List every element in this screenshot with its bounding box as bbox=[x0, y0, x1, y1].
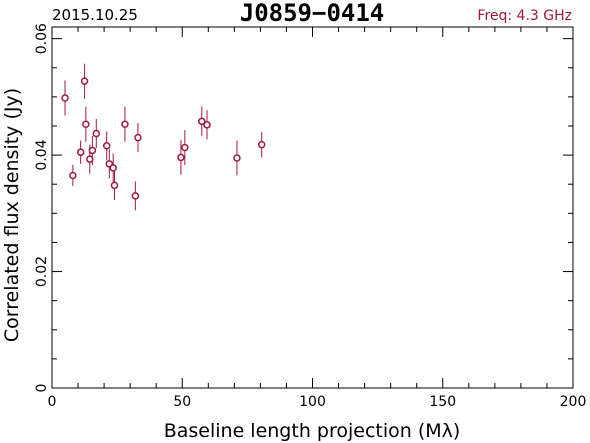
data-points bbox=[61, 63, 266, 211]
x-axis-label: Baseline length projection (Mλ) bbox=[164, 420, 461, 442]
data-point bbox=[92, 118, 101, 149]
point-marker bbox=[69, 171, 77, 180]
point-marker bbox=[131, 192, 140, 200]
x-tick-label: 50 bbox=[173, 394, 191, 410]
data-point bbox=[69, 164, 77, 186]
point-marker bbox=[203, 121, 211, 129]
point-marker bbox=[121, 120, 129, 128]
point-marker bbox=[181, 143, 189, 152]
data-point bbox=[203, 110, 211, 140]
data-point bbox=[198, 106, 206, 136]
data-point bbox=[102, 131, 111, 161]
data-point bbox=[121, 106, 129, 142]
data-point bbox=[181, 130, 189, 165]
point-marker bbox=[92, 129, 101, 138]
date-label: 2015.10.25 bbox=[52, 6, 138, 24]
frequency-label: Freq: 4.3 GHz bbox=[477, 8, 572, 24]
data-point bbox=[134, 123, 142, 153]
point-marker bbox=[233, 154, 241, 162]
point-marker bbox=[88, 146, 97, 155]
point-marker bbox=[61, 94, 69, 102]
data-point bbox=[233, 140, 241, 176]
point-marker bbox=[177, 153, 185, 162]
x-tick-label: 100 bbox=[299, 394, 326, 410]
point-marker bbox=[102, 142, 111, 150]
y-axis-label: Correlated flux density (Jy) bbox=[1, 88, 23, 342]
data-point bbox=[177, 139, 185, 175]
x-tick-label: 200 bbox=[560, 394, 587, 410]
data-point bbox=[82, 106, 90, 142]
chart-title: J0859−0414 bbox=[240, 0, 385, 27]
point-marker bbox=[76, 148, 85, 156]
x-tick-label: 0 bbox=[48, 394, 57, 410]
point-marker bbox=[198, 117, 206, 126]
y-tick-label: 0.02 bbox=[34, 256, 50, 287]
data-point bbox=[110, 170, 119, 200]
plot-frame bbox=[51, 26, 574, 389]
point-marker bbox=[80, 77, 89, 85]
data-point bbox=[109, 153, 117, 183]
data-point bbox=[76, 140, 85, 164]
data-point bbox=[257, 131, 266, 158]
point-marker bbox=[86, 155, 94, 163]
data-point bbox=[105, 149, 114, 179]
data-point bbox=[61, 80, 69, 116]
axes: 0 50 100 150 200 0 0.02 0.04 0.06 bbox=[34, 23, 586, 410]
y-tick-label: 0 bbox=[34, 384, 50, 393]
y-tick-label: 0.06 bbox=[34, 23, 50, 54]
data-point bbox=[131, 181, 140, 211]
y-tick-label: 0.04 bbox=[34, 139, 50, 170]
point-marker bbox=[110, 181, 119, 190]
point-marker bbox=[109, 164, 117, 172]
point-marker bbox=[134, 133, 142, 142]
data-point bbox=[80, 63, 89, 99]
data-point bbox=[88, 135, 97, 165]
x-tick-label: 150 bbox=[429, 394, 456, 410]
point-marker bbox=[257, 140, 266, 149]
point-marker bbox=[82, 120, 90, 128]
